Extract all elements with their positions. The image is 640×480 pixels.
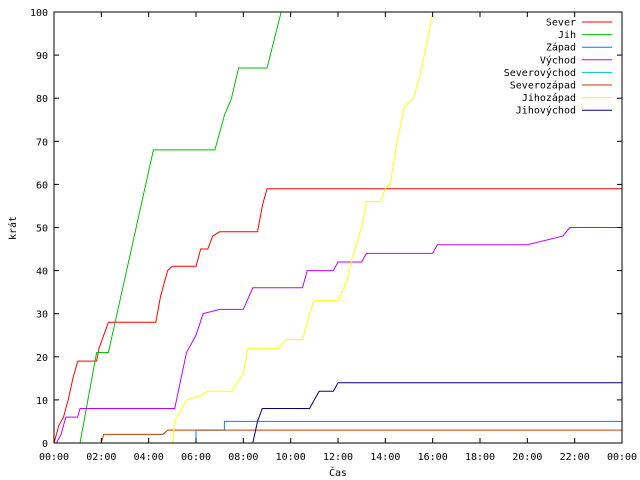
y-tick-label: 100 (30, 8, 48, 19)
series-line-6 (171, 11, 434, 444)
legend-label: Jih (558, 30, 576, 41)
y-tick-label: 50 (36, 224, 48, 235)
x-tick-label: 00:00 (39, 452, 69, 463)
x-tick-label: 20:00 (512, 452, 542, 463)
x-tick-label: 10:00 (276, 452, 306, 463)
series-line-3 (55, 227, 622, 444)
x-tick-label: 18:00 (465, 452, 495, 463)
y-tick-label: 90 (36, 51, 48, 62)
x-tick-label: 22:00 (560, 452, 590, 463)
y-tick-label: 80 (36, 94, 48, 105)
legend-label: Severozápad (510, 80, 576, 92)
x-tick-label: 06:00 (181, 452, 211, 463)
x-axis-title: Čas (329, 466, 347, 479)
legend-label: Severovýchod (504, 67, 576, 79)
x-tick-label: 00:00 (607, 452, 637, 463)
legend-label: Sever (546, 18, 576, 29)
y-tick-label: 40 (36, 267, 48, 278)
x-tick-label: 04:00 (134, 452, 164, 463)
y-axis-title: krát (7, 216, 19, 240)
x-tick-label: 08:00 (228, 452, 258, 463)
series-line-5 (100, 429, 622, 444)
y-tick-label: 0 (42, 439, 48, 450)
x-tick-label: 12:00 (323, 452, 353, 463)
series-line-7 (252, 382, 622, 444)
y-tick-label: 20 (36, 353, 48, 364)
plot-area (53, 11, 622, 444)
legend-label: Jihozápad (522, 92, 576, 104)
x-tick-label: 02:00 (86, 452, 116, 463)
legend-label: Východ (540, 54, 576, 66)
y-tick-label: 60 (36, 180, 48, 191)
y-tick-label: 30 (36, 310, 48, 321)
legend: SeverJihZápadVýchodSeverovýchodSeverozáp… (504, 18, 612, 117)
series-line-1 (79, 11, 282, 444)
y-tick-label: 70 (36, 137, 48, 148)
legend-label: Západ (546, 42, 576, 54)
x-tick-label: 14:00 (370, 452, 400, 463)
x-tick-label: 16:00 (418, 452, 448, 463)
series-line-0 (53, 188, 622, 444)
axes: 00:00 02:00 04:00 06:00 08:00 10:00 12:00 14:00… (30, 8, 637, 463)
legend-label: Jihovýchod (516, 105, 576, 117)
y-tick-label: 10 (36, 396, 48, 407)
